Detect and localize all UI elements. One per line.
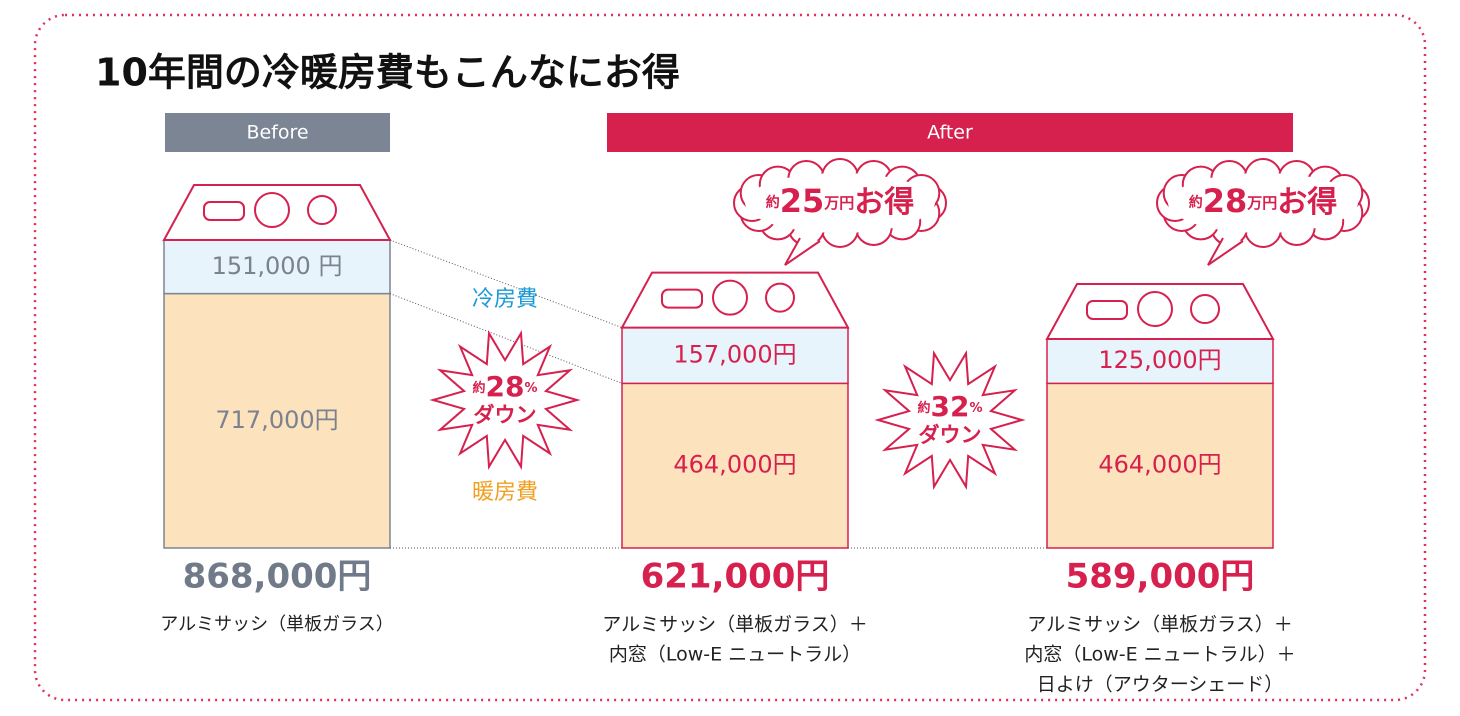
bill-face xyxy=(765,282,795,313)
cloud xyxy=(733,158,947,266)
group-header-label: After xyxy=(927,122,973,144)
bar-segment xyxy=(621,326,849,385)
burst-unit: % xyxy=(969,401,982,416)
value-label: 464,000円 xyxy=(1098,451,1221,479)
bill-shape xyxy=(620,271,850,329)
group-header xyxy=(607,113,1293,152)
value-label: 125,000円 xyxy=(1098,346,1221,374)
burst-unit: % xyxy=(524,381,537,396)
value-label: 157,000円 xyxy=(673,341,796,369)
burst xyxy=(429,330,581,470)
cloud-number: 28 xyxy=(1203,182,1248,220)
cloud-word: お得 xyxy=(1277,185,1337,220)
cloud-prefix: 約 xyxy=(1189,194,1203,211)
cloud-body xyxy=(1168,173,1358,233)
burst-prefix: 約 xyxy=(472,380,485,396)
bill-label xyxy=(203,201,245,221)
burst-text: ダウン xyxy=(474,403,537,427)
caption: 内窓（Low-E ニュートラル） xyxy=(609,644,861,666)
bill-icon xyxy=(162,184,392,241)
series-label: 冷房費 xyxy=(472,287,538,312)
bill-shape xyxy=(162,184,392,241)
chart-title: 10年間の冷暖房費もこんなにお得 xyxy=(95,51,680,95)
value-label: 151,000 円 xyxy=(212,252,343,280)
caption: アルミサッシ（単板ガラス）＋ xyxy=(602,614,867,636)
series-label: 暖房費 xyxy=(472,480,538,505)
bill-face xyxy=(1190,294,1220,324)
burst-text: 約32% xyxy=(917,390,982,423)
caption: 日よけ（アウターシェード） xyxy=(1037,674,1284,696)
bill-portrait xyxy=(254,192,290,228)
cloud-tail xyxy=(784,237,821,266)
total-label: 589,000円 xyxy=(1066,557,1255,597)
bar-segment xyxy=(163,292,391,549)
burst-prefix: 約 xyxy=(917,400,930,416)
bill-label xyxy=(661,288,703,309)
burst-text: ダウン xyxy=(919,423,982,447)
cloud-text: 約25万円お得 xyxy=(766,182,915,220)
bill-icon xyxy=(1045,283,1275,340)
group-header-label: Before xyxy=(246,122,308,144)
value-label: 464,000円 xyxy=(673,451,796,479)
cloud-unit: 万円 xyxy=(1246,194,1277,212)
bar-segment xyxy=(1046,338,1274,385)
bill-label xyxy=(1086,300,1128,320)
caption: アルミサッシ（単板ガラス） xyxy=(160,614,393,635)
burst-number: 28 xyxy=(486,370,525,403)
cloud-prefix: 約 xyxy=(766,194,780,211)
cloud-number: 25 xyxy=(780,182,825,220)
bar-segment xyxy=(163,239,391,295)
bill-shape xyxy=(1045,283,1275,340)
total-label: 868,000円 xyxy=(183,557,372,597)
bill-portrait xyxy=(712,279,748,316)
group-header xyxy=(165,113,390,152)
caption: アルミサッシ（単板ガラス）＋ xyxy=(1027,614,1292,636)
value-label: 717,000円 xyxy=(215,406,338,434)
cloud-tail xyxy=(1207,237,1244,266)
connector xyxy=(389,239,623,329)
bill-portrait xyxy=(1137,291,1173,327)
bill-face xyxy=(307,195,337,225)
burst-text: 約28% xyxy=(472,370,537,403)
connector xyxy=(389,293,623,384)
bar-segment xyxy=(621,382,849,549)
cloud-word: お得 xyxy=(854,185,914,220)
burst xyxy=(874,350,1026,490)
bar-segment xyxy=(1046,382,1274,549)
frame xyxy=(33,13,1427,702)
cloud xyxy=(1156,158,1370,266)
bill-icon xyxy=(620,271,850,329)
burst-number: 32 xyxy=(931,390,970,423)
cloud-body xyxy=(745,173,935,233)
cloud-text: 約28万円お得 xyxy=(1189,182,1338,220)
caption: 内窓（Low-E ニュートラル）＋ xyxy=(1024,644,1295,666)
cloud-unit: 万円 xyxy=(823,194,854,212)
total-label: 621,000円 xyxy=(641,557,830,597)
